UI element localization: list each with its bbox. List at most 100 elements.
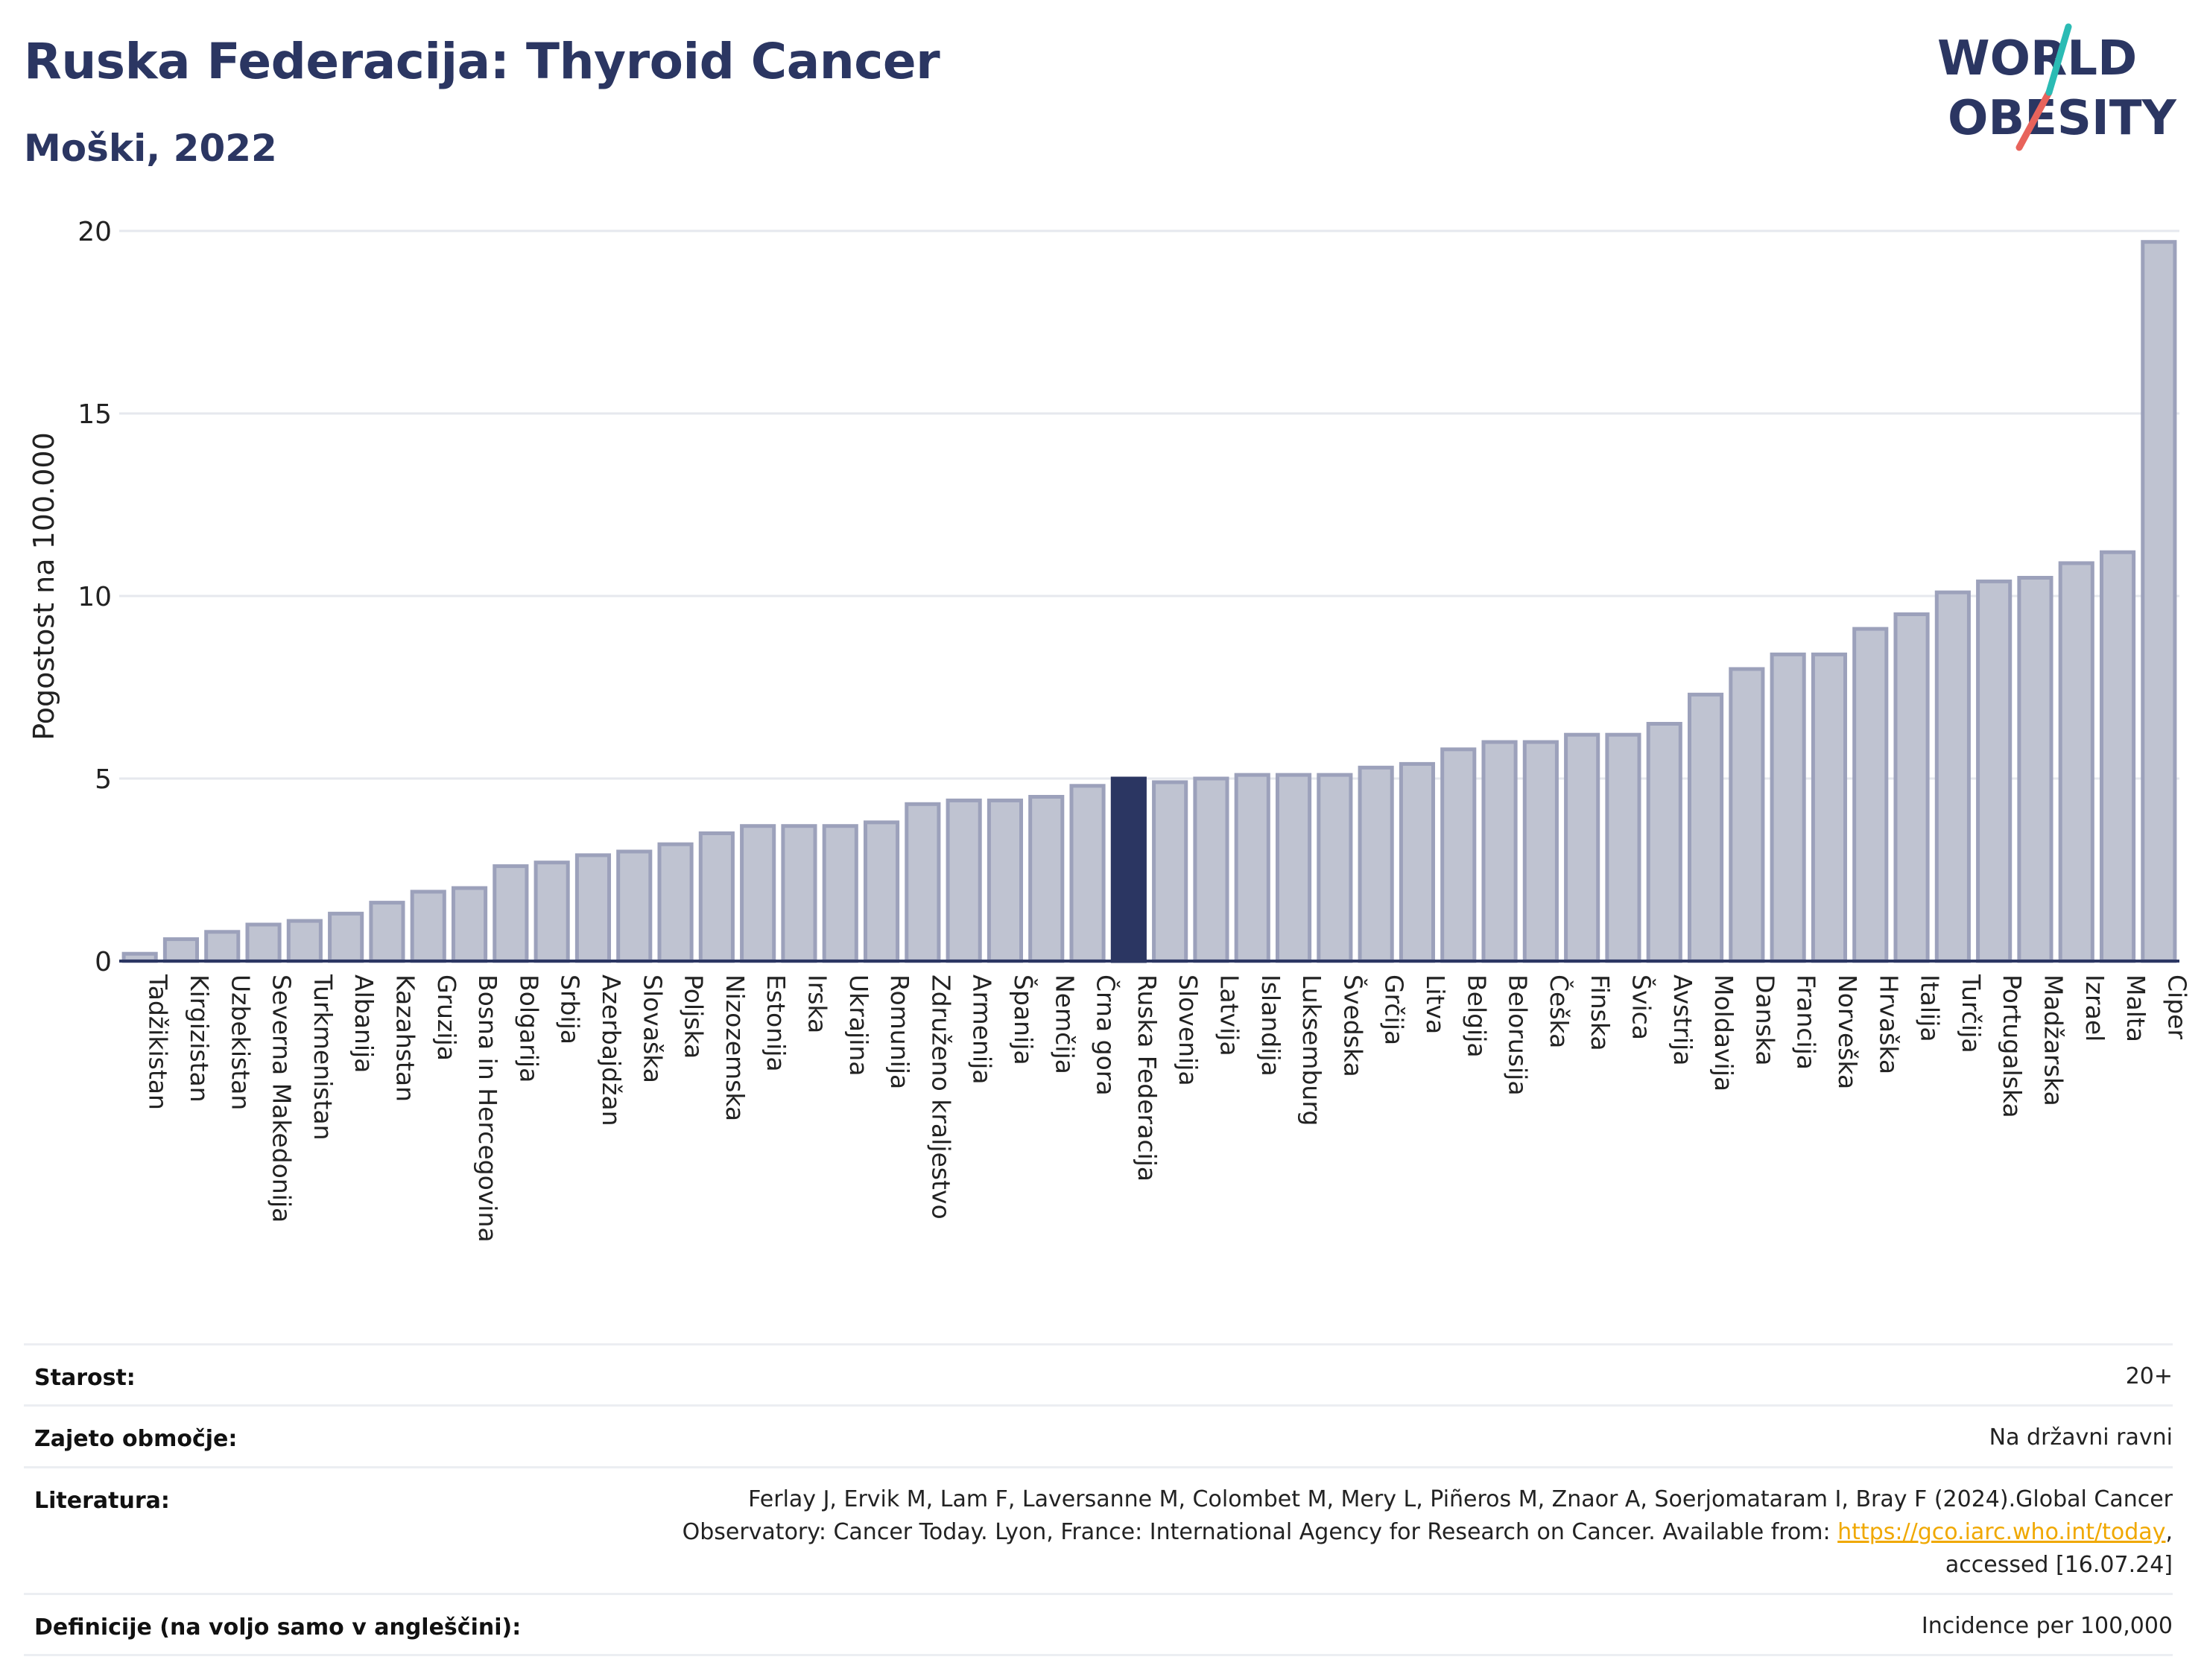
bar	[1522, 740, 1559, 963]
x-tick-label: Azerbajdžan	[597, 974, 626, 1126]
meta-value-line: Na državni ravni	[1989, 1424, 2173, 1451]
x-tick-label: Srbija	[556, 974, 585, 1045]
bar	[1852, 627, 1889, 963]
x-tick-label: Črna gora	[1092, 974, 1121, 1096]
x-tick-label: Ukrajina	[844, 974, 873, 1077]
bar	[2058, 561, 2094, 963]
y-tick-label: 10	[77, 582, 112, 612]
x-tick-label: Bolgarija	[514, 974, 543, 1083]
bar	[2099, 550, 2136, 963]
meta-value: 20+	[2126, 1360, 2173, 1393]
x-tick-label: Belorusija	[1504, 974, 1533, 1096]
meta-label: Starost:	[34, 1365, 136, 1391]
bar	[698, 831, 735, 963]
bar	[451, 886, 488, 963]
bar	[1028, 795, 1065, 963]
bar	[1193, 776, 1229, 963]
bar	[1976, 579, 2013, 963]
bar	[369, 901, 405, 963]
x-tick-label: Litva	[1421, 974, 1450, 1034]
x-tick-label: Danska	[1750, 974, 1779, 1066]
bar	[1481, 740, 1518, 963]
bar	[781, 824, 817, 963]
x-tick-label: Ruska Federacija	[1133, 974, 1162, 1182]
x-tick-label: Portugalska	[1998, 974, 2027, 1118]
x-tick-label: Albanija	[349, 974, 379, 1073]
x-tick-label: Nemčija	[1050, 974, 1079, 1074]
x-tick-label: Francija	[1792, 974, 1821, 1070]
meta-value-line: 20+	[2125, 1363, 2173, 1389]
meta-label: Zajeto območje:	[34, 1426, 238, 1452]
bar	[410, 890, 446, 963]
x-tick-label: Estonija	[761, 974, 791, 1072]
x-tick-label: Uzbekistan	[226, 974, 255, 1110]
x-tick-label: Nizozemska	[721, 974, 750, 1121]
x-tick-label: Finska	[1586, 974, 1615, 1051]
bar	[905, 802, 941, 963]
bar	[1564, 732, 1600, 963]
x-tick-label: Severna Makedonija	[267, 974, 297, 1223]
bar	[1605, 732, 1641, 963]
bar	[204, 930, 241, 963]
x-tick-label: Izrael	[2080, 974, 2109, 1042]
meta-row: Zajeto območje: Na državni ravni	[24, 1404, 2173, 1468]
bar	[245, 922, 282, 963]
bar	[616, 849, 653, 963]
x-tick-label: Romunija	[885, 974, 914, 1089]
meta-value-line: accessed [16.07.24]	[1945, 1552, 2173, 1578]
logo-line2: OBESITY	[1948, 91, 2176, 146]
logo-slash-red	[2015, 89, 2053, 151]
bar	[987, 798, 1024, 963]
y-tick-label: 5	[95, 764, 112, 795]
meta-row: Literatura: Ferlay J, Ervik M, Lam F, Lav…	[24, 1466, 2173, 1595]
bar	[2017, 576, 2053, 963]
x-tick-label: Armenija	[968, 974, 997, 1085]
x-tick-label: Malta	[2121, 974, 2150, 1042]
bar	[1646, 722, 1682, 963]
bar	[1399, 761, 1436, 963]
x-tick-label: Ciper	[2162, 974, 2191, 1039]
x-tick-label: Španija	[1009, 974, 1039, 1065]
reference-link[interactable]: https://gco.iarc.who.int/today	[1837, 1519, 2166, 1545]
x-tick-label: Gruzija	[432, 974, 461, 1061]
x-tick-label: Kirgizistan	[185, 974, 214, 1103]
y-tick-label: 15	[77, 399, 112, 430]
meta-row: Definicije (na voljo samo v angleščini):…	[24, 1593, 2173, 1656]
meta-label: Literatura:	[34, 1488, 170, 1514]
x-tick-label: Turčija	[1957, 974, 1986, 1053]
bar	[286, 919, 323, 963]
bar-highlight	[1110, 776, 1147, 963]
bar	[1069, 784, 1106, 963]
bar	[1893, 612, 1930, 963]
bar	[162, 937, 200, 963]
bar	[1687, 692, 1724, 963]
page-subtitle: Moški, 2022	[24, 127, 277, 170]
meta-value: Na državni ravni	[1989, 1421, 2173, 1454]
x-tick-label: Moldavija	[1709, 974, 1738, 1091]
x-tick-label: Hrvaška	[1874, 974, 1903, 1074]
bar	[1934, 590, 1971, 963]
meta-bottom-rule	[24, 1654, 2173, 1656]
y-tick-label: 0	[95, 947, 112, 977]
bar	[1275, 773, 1312, 963]
meta-row: Starost: 20+	[24, 1343, 2173, 1407]
y-tick-label: 20	[77, 217, 112, 247]
meta-label: Definicije (na voljo samo v angleščini):	[34, 1614, 522, 1641]
x-tick-label: Avstrija	[1668, 974, 1697, 1065]
bar	[740, 824, 776, 963]
x-tick-label: Islandija	[1256, 974, 1285, 1077]
x-tick-label: Švedska	[1338, 974, 1368, 1077]
x-tick-label: Kazahstan	[390, 974, 419, 1102]
x-tick-label: Poljska	[680, 974, 709, 1059]
x-tick-label: Irska	[802, 974, 832, 1033]
x-tick-label: Luksemburg	[1297, 974, 1326, 1126]
x-tick-label: Italija	[1916, 974, 1945, 1042]
bar	[1729, 667, 1765, 963]
x-tick-label: Češka	[1545, 974, 1574, 1048]
bar	[1317, 773, 1353, 963]
bar	[822, 824, 858, 963]
x-tick-label: Bosna in Hercegovina	[473, 974, 502, 1243]
bar	[1770, 652, 1806, 963]
x-tick-label: Slovenija	[1174, 974, 1203, 1086]
meta-value: Incidence per 100,000	[1922, 1610, 2173, 1643]
